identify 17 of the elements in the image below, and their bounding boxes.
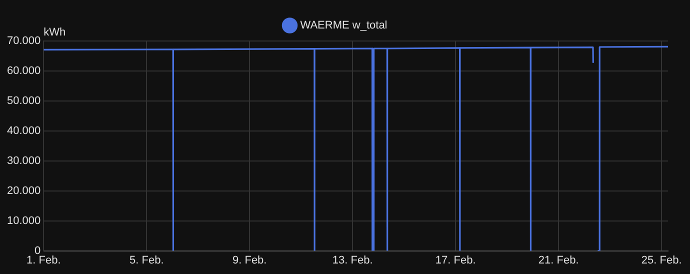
y-tick-label: 70.000	[6, 35, 41, 48]
legend-label: WAERME w_total	[300, 20, 388, 32]
y-tick-label: 30.000	[6, 154, 41, 167]
y-tick-label: 20.000	[6, 184, 41, 197]
y-tick-label: 10.000	[6, 214, 41, 227]
x-tick-label: 17. Feb.	[435, 254, 476, 266]
y-tick-label: 50.000	[6, 94, 41, 107]
y-tick-label: 40.000	[6, 124, 41, 137]
y-tick-label: 60.000	[6, 65, 41, 78]
x-tick-label: 1. Feb.	[26, 254, 61, 266]
y-tick-label: 0	[34, 244, 41, 257]
x-tick-label: 5. Feb.	[130, 254, 164, 266]
x-tick-label: 21. Feb.	[538, 254, 579, 266]
y-axis-title: kWh	[44, 26, 66, 39]
x-tick-label: 25. Feb.	[641, 254, 682, 266]
x-tick-label: 9. Feb.	[232, 254, 267, 266]
x-tick-label: 13. Feb.	[332, 254, 373, 266]
